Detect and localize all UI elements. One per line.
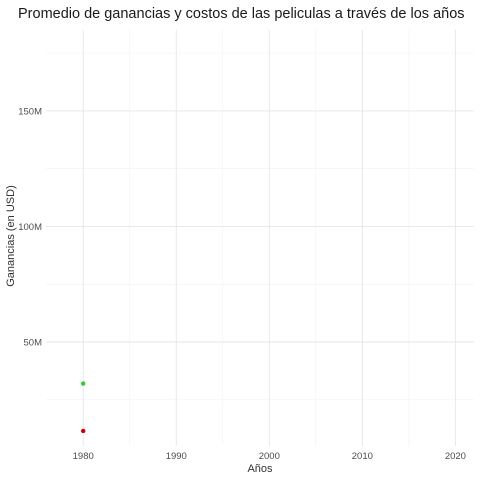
y-tick-label: 50M — [24, 338, 43, 349]
x-tick-label: 2000 — [259, 451, 280, 462]
chart-title: Promedio de ganancias y costos de las pe… — [18, 6, 465, 22]
data-point — [81, 381, 86, 386]
data-point — [81, 428, 86, 434]
x-axis-title: Años — [247, 463, 273, 475]
x-tick-label: 2020 — [445, 451, 466, 462]
y-tick-labels: 50M 100M 150M — [18, 106, 42, 348]
x-tick-label: 2010 — [352, 451, 373, 462]
data-points — [81, 381, 86, 434]
x-tick-label: 1990 — [166, 451, 187, 462]
grid — [46, 30, 474, 446]
y-axis-title: Ganancias (en USD) — [5, 185, 17, 287]
y-tick-label: 100M — [18, 222, 42, 233]
x-tick-labels: 1980 1990 2000 2010 2020 — [73, 451, 466, 462]
y-tick-label: 150M — [18, 106, 42, 117]
x-tick-label: 1980 — [73, 451, 94, 462]
